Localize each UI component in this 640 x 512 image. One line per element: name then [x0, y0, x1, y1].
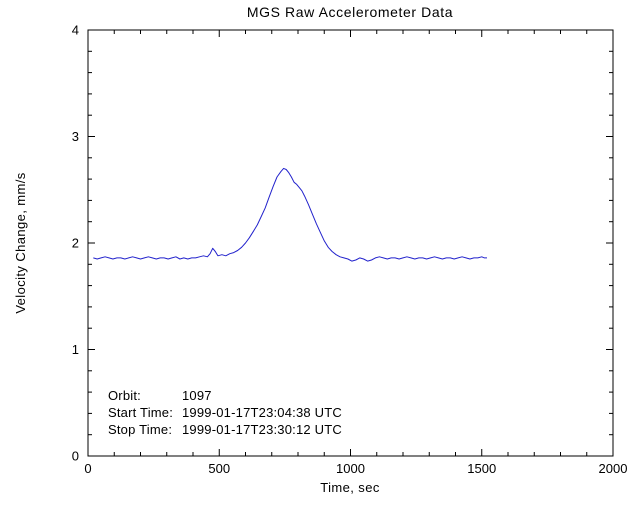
- annotation-start-time-label: Start Time:: [108, 405, 173, 420]
- x-tick-label: 2000: [599, 461, 628, 476]
- chart-title: MGS Raw Accelerometer Data: [247, 4, 453, 20]
- y-axis-label: Velocity Change, mm/s: [13, 172, 28, 313]
- annotation-orbit-label: Orbit:: [108, 388, 141, 403]
- plot-frame: [87, 29, 614, 457]
- x-tick-label: 500: [208, 461, 230, 476]
- axes-layer: 0 500 1000 1500 2000 0 1 2 3 4: [72, 23, 628, 477]
- y-tick-label: 3: [72, 129, 79, 144]
- annotation-start-time-value: 1999-01-17T23:04:38 UTC: [182, 405, 342, 420]
- velocity-change-line: [93, 167, 487, 262]
- annotation-block: Orbit: 1097 Start Time: 1999-01-17T23:04…: [108, 388, 342, 437]
- annotation-stop-time-label: Stop Time:: [108, 422, 172, 437]
- x-axis-label: Time, sec: [320, 480, 380, 495]
- data-series-line: [93, 167, 487, 262]
- y-tick-label: 2: [72, 236, 79, 251]
- y-tick-label: 4: [72, 23, 79, 38]
- annotation-orbit-value: 1097: [182, 388, 212, 403]
- x-tick-label: 1500: [467, 461, 496, 476]
- y-tick-label: 0: [72, 449, 79, 464]
- y-tick-label: 1: [72, 342, 79, 357]
- x-tick-label: 1000: [336, 461, 365, 476]
- annotation-stop-time-value: 1999-01-17T23:30:12 UTC: [182, 422, 342, 437]
- x-tick-label: 0: [84, 461, 91, 476]
